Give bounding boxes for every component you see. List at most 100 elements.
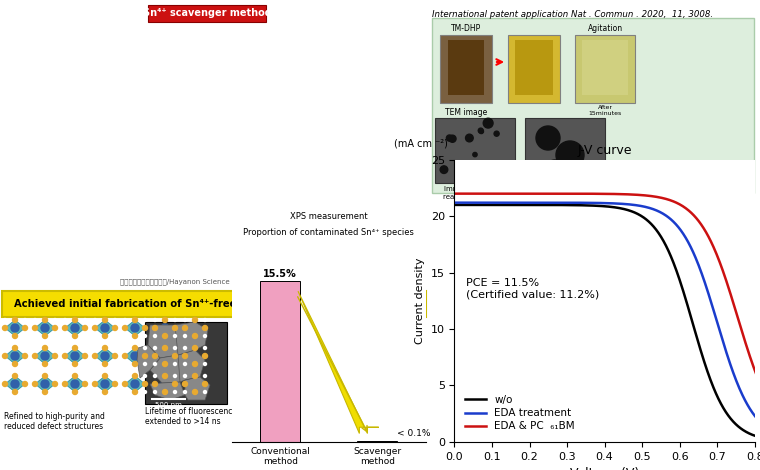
Circle shape: [93, 391, 97, 393]
Circle shape: [123, 362, 126, 366]
Circle shape: [173, 319, 176, 321]
Circle shape: [191, 352, 199, 360]
Circle shape: [144, 375, 147, 377]
w/o: [616, 205, 625, 211]
Circle shape: [24, 319, 27, 321]
Polygon shape: [148, 325, 183, 358]
Circle shape: [173, 362, 176, 366]
Text: Refined to high-purity and
reduced defect structures: Refined to high-purity and reduced defec…: [4, 412, 105, 431]
Circle shape: [161, 380, 169, 388]
Circle shape: [173, 391, 176, 393]
Polygon shape: [95, 320, 115, 336]
Circle shape: [131, 352, 139, 360]
Circle shape: [12, 318, 17, 322]
Circle shape: [41, 324, 49, 332]
Text: Sn⁴⁺ scavenger method: Sn⁴⁺ scavenger method: [143, 8, 271, 18]
Circle shape: [12, 390, 17, 394]
Circle shape: [53, 375, 56, 377]
Circle shape: [154, 375, 157, 377]
EDA treatment: [750, 413, 759, 419]
Polygon shape: [155, 320, 175, 336]
Circle shape: [183, 346, 186, 350]
Circle shape: [132, 345, 138, 351]
Polygon shape: [178, 350, 205, 382]
Circle shape: [204, 362, 207, 366]
Circle shape: [12, 334, 17, 338]
Circle shape: [64, 335, 67, 337]
Text: After
15minutes: After 15minutes: [588, 105, 622, 116]
Circle shape: [84, 391, 87, 393]
Circle shape: [132, 318, 138, 322]
Text: International patent application Nat . Commun . 2020,  11, 3008.: International patent application Nat . C…: [432, 10, 713, 19]
Circle shape: [11, 324, 19, 332]
Circle shape: [33, 362, 36, 366]
Circle shape: [154, 391, 157, 393]
EDA & PC  ₆₁BM: [758, 386, 760, 392]
Circle shape: [83, 382, 87, 386]
Circle shape: [191, 380, 199, 388]
Circle shape: [4, 346, 7, 350]
Polygon shape: [95, 348, 115, 364]
Circle shape: [154, 319, 157, 321]
Polygon shape: [175, 322, 208, 355]
Circle shape: [131, 380, 139, 388]
Circle shape: [144, 335, 147, 337]
Circle shape: [204, 335, 207, 337]
Circle shape: [183, 391, 186, 393]
Circle shape: [173, 346, 176, 350]
Circle shape: [41, 352, 49, 360]
Circle shape: [123, 335, 126, 337]
Bar: [575, 35, 635, 103]
EDA treatment: [596, 200, 605, 206]
Circle shape: [33, 382, 37, 386]
Polygon shape: [95, 376, 115, 392]
Circle shape: [93, 346, 97, 350]
Circle shape: [71, 324, 79, 332]
Polygon shape: [137, 345, 160, 378]
Polygon shape: [150, 355, 185, 383]
Polygon shape: [65, 376, 85, 392]
Circle shape: [131, 324, 139, 332]
Circle shape: [161, 352, 169, 360]
Circle shape: [204, 391, 207, 393]
Circle shape: [483, 118, 493, 128]
Circle shape: [192, 345, 198, 351]
Circle shape: [103, 374, 107, 378]
Circle shape: [132, 361, 138, 367]
Text: < 0.1%: < 0.1%: [397, 429, 431, 438]
Circle shape: [103, 345, 107, 351]
Circle shape: [123, 346, 126, 350]
Circle shape: [144, 319, 147, 321]
Line: EDA treatment: EDA treatment: [454, 203, 760, 424]
Circle shape: [144, 346, 147, 350]
Bar: [525, 118, 605, 183]
Circle shape: [72, 334, 78, 338]
EDA & PC  ₆₁BM: [616, 191, 625, 197]
Bar: [508, 35, 560, 103]
Circle shape: [52, 382, 58, 386]
Circle shape: [478, 128, 483, 133]
Bar: [432, 18, 754, 193]
Polygon shape: [150, 382, 185, 400]
Circle shape: [53, 319, 56, 321]
Circle shape: [93, 319, 97, 321]
Circle shape: [84, 362, 87, 366]
Circle shape: [33, 326, 37, 330]
Circle shape: [173, 353, 178, 359]
Bar: [435, 118, 515, 183]
Circle shape: [449, 135, 456, 142]
Circle shape: [183, 319, 186, 321]
Legend: w/o, EDA treatment, EDA & PC  ₆₁BM: w/o, EDA treatment, EDA & PC ₆₁BM: [460, 390, 580, 437]
Circle shape: [132, 334, 138, 338]
Circle shape: [183, 335, 186, 337]
Text: After 30 s (60 nm): After 30 s (60 nm): [533, 186, 597, 193]
Circle shape: [43, 318, 47, 322]
Circle shape: [11, 352, 19, 360]
Circle shape: [93, 362, 97, 366]
Circle shape: [43, 374, 47, 378]
Circle shape: [4, 335, 7, 337]
Y-axis label: Current density: Current density: [415, 258, 425, 344]
Text: Agitation: Agitation: [587, 24, 622, 33]
Circle shape: [23, 326, 27, 330]
EDA treatment: [758, 421, 760, 427]
